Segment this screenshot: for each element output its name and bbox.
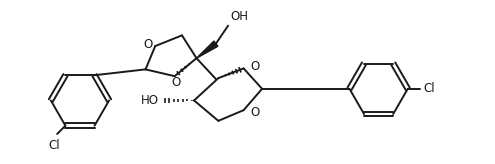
Text: HO: HO: [141, 94, 158, 107]
Text: Cl: Cl: [424, 82, 436, 95]
Text: O: O: [250, 106, 259, 119]
Text: Cl: Cl: [48, 139, 59, 152]
Text: O: O: [144, 38, 153, 51]
Polygon shape: [197, 41, 218, 58]
Text: OH: OH: [231, 10, 248, 23]
Text: O: O: [171, 76, 180, 90]
Text: O: O: [250, 60, 259, 73]
